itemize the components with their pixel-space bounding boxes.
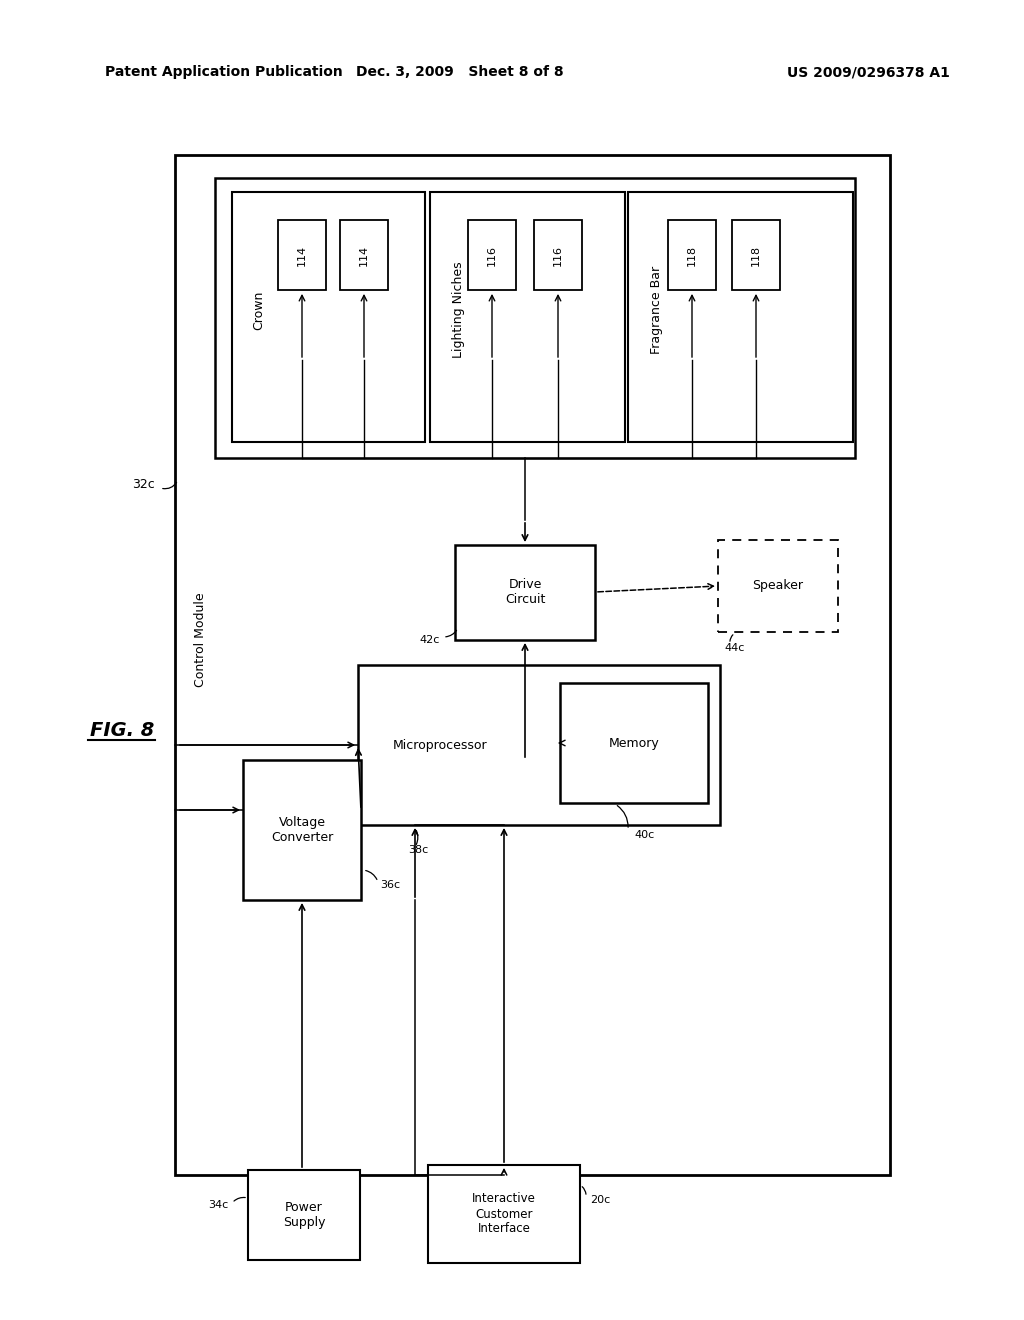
Text: 118: 118 <box>751 244 761 265</box>
Text: Memory: Memory <box>608 737 659 750</box>
Text: US 2009/0296378 A1: US 2009/0296378 A1 <box>787 65 950 79</box>
Text: 114: 114 <box>297 244 307 265</box>
Bar <box>428 1166 580 1263</box>
Text: 116: 116 <box>487 244 497 265</box>
Text: 36c: 36c <box>380 880 400 890</box>
Text: Voltage
Converter: Voltage Converter <box>271 816 333 843</box>
Text: Lighting Niches: Lighting Niches <box>452 261 465 358</box>
Bar <box>340 220 388 290</box>
Text: Fragrance Bar: Fragrance Bar <box>650 265 663 354</box>
Bar <box>628 191 853 442</box>
Bar <box>668 220 716 290</box>
Text: 118: 118 <box>687 244 697 265</box>
Text: 32c: 32c <box>132 479 155 491</box>
Text: FIG. 8: FIG. 8 <box>90 721 155 739</box>
Bar <box>732 220 780 290</box>
Bar <box>455 545 595 640</box>
Text: Drive
Circuit: Drive Circuit <box>505 578 545 606</box>
Text: Interactive
Customer
Interface: Interactive Customer Interface <box>472 1192 536 1236</box>
Bar <box>248 1170 360 1261</box>
Bar <box>358 665 720 825</box>
Text: 20c: 20c <box>590 1195 610 1205</box>
Text: Dec. 3, 2009   Sheet 8 of 8: Dec. 3, 2009 Sheet 8 of 8 <box>356 65 564 79</box>
Text: 114: 114 <box>359 244 369 265</box>
Bar <box>243 760 361 900</box>
Text: 40c: 40c <box>634 830 654 840</box>
Text: 116: 116 <box>553 244 563 265</box>
Bar <box>278 220 326 290</box>
Text: Crown: Crown <box>252 290 265 330</box>
Text: Microprocessor: Microprocessor <box>392 738 487 751</box>
Text: 44c: 44c <box>724 643 744 653</box>
Text: 34c: 34c <box>208 1200 228 1210</box>
Bar <box>534 220 582 290</box>
Bar <box>430 191 625 442</box>
Bar <box>232 191 425 442</box>
Text: Speaker: Speaker <box>753 579 804 593</box>
Text: Patent Application Publication: Patent Application Publication <box>105 65 343 79</box>
Bar <box>718 540 838 632</box>
Text: Power
Supply: Power Supply <box>283 1201 326 1229</box>
Text: 42c: 42c <box>420 635 440 645</box>
Bar <box>175 154 890 1175</box>
Text: Control Module: Control Module <box>194 593 207 688</box>
Bar <box>560 682 708 803</box>
Bar <box>468 220 516 290</box>
Text: 38c: 38c <box>408 845 428 855</box>
Bar <box>215 178 855 458</box>
